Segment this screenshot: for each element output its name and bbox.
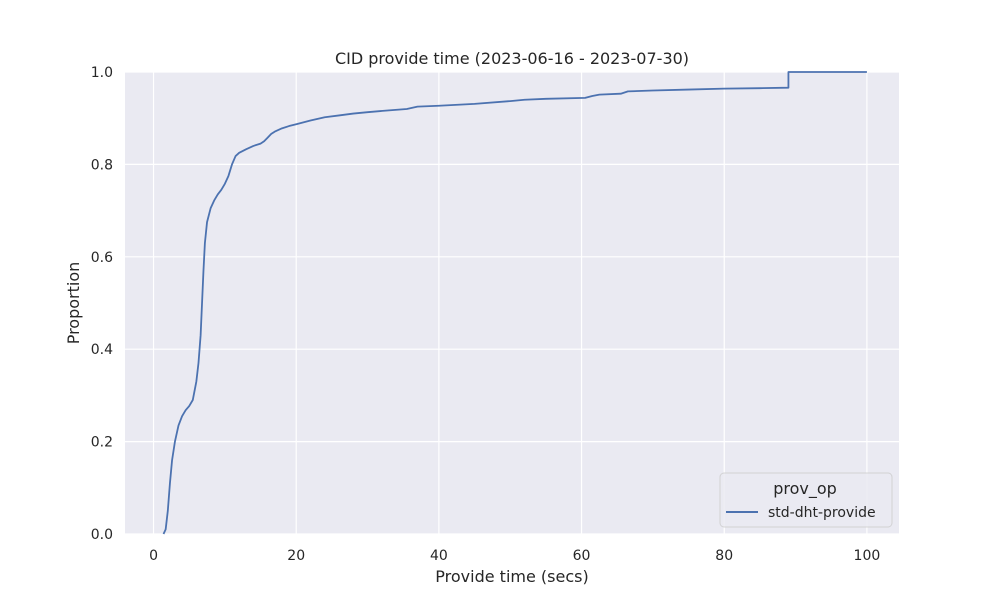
legend-box [719,472,893,528]
legend-title: prov_op [773,479,837,499]
y-tick-label: 0.8 [91,157,113,173]
y-tick-label: 0.4 [91,342,113,358]
x-gridlines [152,72,868,534]
y-tick-label: 1.0 [91,65,113,81]
x-tick-label: 60 [573,548,591,564]
x-tick-labels: 0 20 40 60 80 100 [149,548,880,564]
series-layer [162,71,867,535]
y-tick-label: 0.2 [91,435,113,451]
x-tick-label: 20 [287,548,305,564]
chart-title: CID provide time (2023-06-16 - 2023-07-3… [335,49,689,68]
x-tick-label: 0 [149,548,158,564]
y-axis-label: Proportion [64,262,83,345]
x-axis-label: Provide time (secs) [435,567,588,586]
legend-label-std-dht-provide: std-dht-provide [768,505,876,521]
y-tick-label: 0.6 [91,250,113,266]
x-tick-label: 100 [854,548,881,564]
plot-area [125,72,899,534]
x-tick-label: 40 [430,548,448,564]
y-gridlines [125,71,899,535]
y-tick-labels: 0.0 0.2 0.4 0.6 0.8 1.0 [91,65,113,543]
x-tick-label: 80 [715,548,733,564]
series-line-std-dht-provide [162,71,867,535]
legend: prov_op std-dht-provide [719,472,893,528]
y-tick-label: 0.0 [91,527,113,543]
